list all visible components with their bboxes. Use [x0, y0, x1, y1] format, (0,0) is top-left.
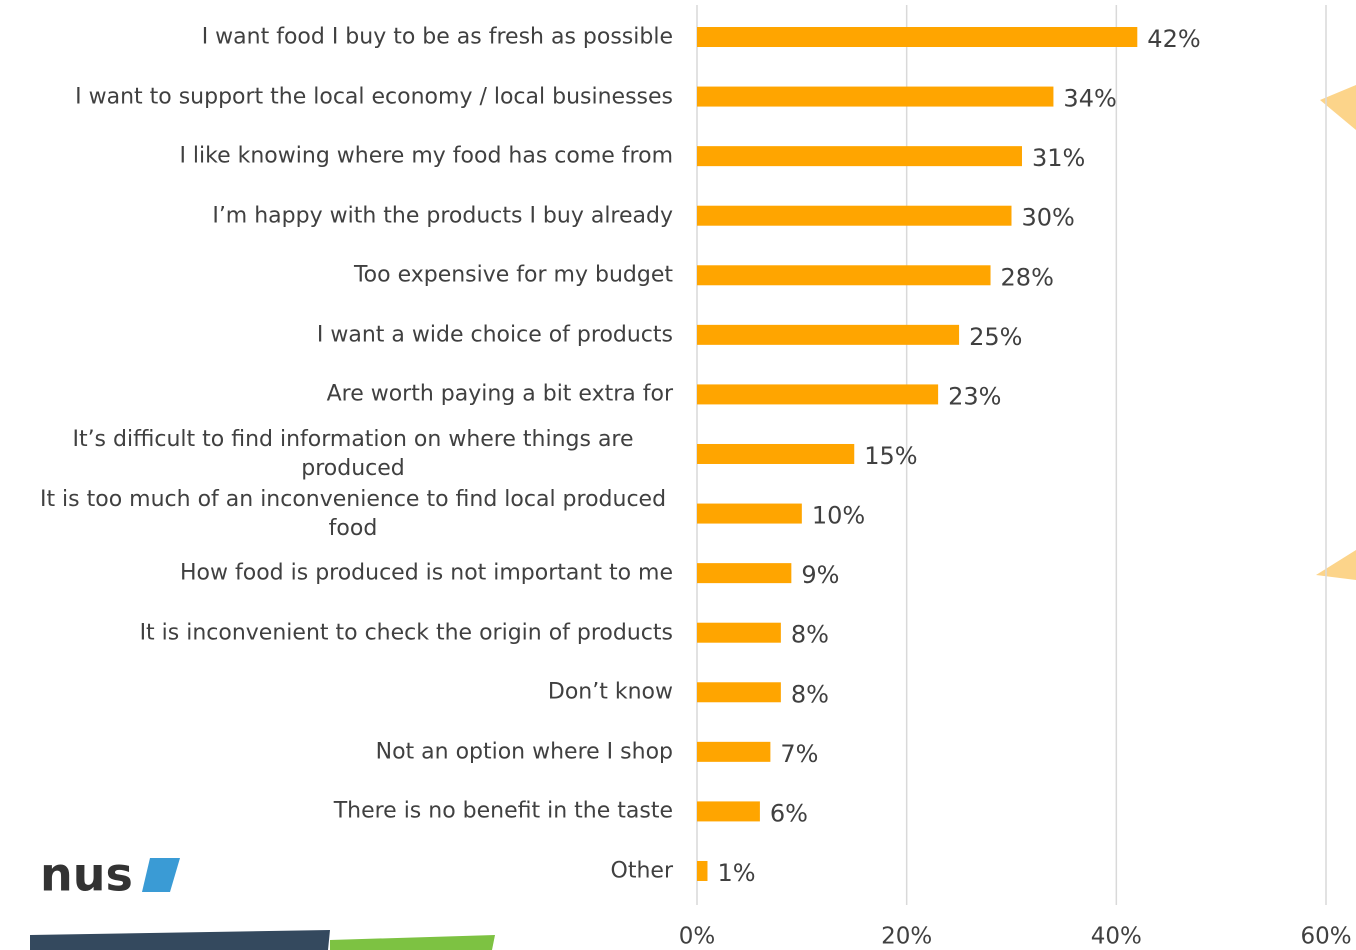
y-tick-label: Are worth paying a bit extra for [326, 381, 673, 407]
category-label-wrap: How food is produced is not important to… [13, 559, 673, 588]
value-label: 8% [791, 621, 829, 649]
y-tick-label: It is inconvenient to check the origin o… [139, 620, 673, 646]
bar [697, 622, 781, 643]
y-tick-label: Other [610, 858, 673, 884]
y-tick-label: Too expensive for my budget [353, 262, 673, 288]
value-label: 9% [801, 561, 839, 589]
value-label: 8% [791, 680, 829, 708]
bar [697, 860, 708, 881]
y-tick-label: I’m happy with the products I buy alread… [212, 203, 673, 229]
category-label-wrap: Not an option where I shop [13, 737, 673, 766]
decoration [1320, 85, 1356, 130]
y-tick-label: It’s difficult to find information on wh… [72, 426, 634, 481]
bar [697, 205, 1012, 226]
category-label-wrap: It is too much of an inconvenience to fi… [13, 485, 673, 543]
category-label-wrap: I’m happy with the products I buy alread… [13, 201, 673, 230]
bar [697, 86, 1054, 107]
bar [697, 503, 802, 524]
y-tick-label: It is too much of an inconvenience to fi… [39, 486, 667, 541]
category-label-wrap: Don’t know [13, 678, 673, 707]
value-label: 42% [1147, 25, 1200, 53]
x-tick-label: 40% [1091, 924, 1142, 950]
category-label-wrap: There is no benefit in the taste [13, 797, 673, 826]
bar [697, 324, 960, 345]
bar [697, 27, 1138, 47]
bar [697, 741, 771, 762]
category-label-wrap: I want a wide choice of products [13, 320, 673, 349]
y-tick-label: Don’t know [547, 679, 673, 705]
category-label-wrap: I want food I buy to be as fresh as poss… [13, 23, 673, 52]
x-tick-label: 0% [679, 924, 716, 950]
value-label: 25% [969, 323, 1022, 351]
value-label: 23% [948, 382, 1001, 410]
value-label: 30% [1022, 204, 1075, 232]
category-label-wrap: Other [13, 856, 673, 885]
value-label: 15% [864, 442, 917, 470]
category-label-wrap: It’s difficult to find information on wh… [13, 425, 673, 483]
category-label-wrap: Too expensive for my budget [13, 261, 673, 290]
category-label-wrap: It is inconvenient to check the origin o… [13, 618, 673, 647]
category-label-wrap: I want to support the local economy / lo… [13, 82, 673, 111]
y-tick-label: I want a wide choice of products [316, 322, 673, 348]
logo-band-green [330, 935, 495, 950]
y-tick-label: I want to support the local economy / lo… [75, 84, 673, 110]
y-tick-label: How food is produced is not important to… [180, 560, 673, 586]
bar [697, 443, 855, 464]
bar [697, 801, 760, 822]
bar [697, 384, 939, 405]
category-label-wrap: Are worth paying a bit extra for [13, 380, 673, 409]
decoration [1316, 550, 1356, 580]
logo-band [30, 930, 330, 950]
value-label: 28% [1001, 263, 1054, 291]
logo: nus [40, 848, 133, 902]
category-label-wrap: I like knowing where my food has come fr… [13, 142, 673, 171]
logo-slash [142, 858, 180, 892]
value-label: 1% [717, 859, 755, 887]
y-tick-label: Not an option where I shop [375, 739, 673, 765]
value-label: 7% [780, 740, 818, 768]
value-label: 31% [1032, 144, 1085, 172]
x-tick-label: 60% [1300, 924, 1351, 950]
y-tick-label: I like knowing where my food has come fr… [179, 143, 673, 169]
bar [697, 146, 1022, 167]
y-tick-label: There is no benefit in the taste [333, 798, 673, 824]
y-tick-label: I want food I buy to be as fresh as poss… [201, 24, 673, 50]
bar [697, 563, 792, 584]
bar [697, 682, 781, 703]
bar [697, 265, 991, 286]
value-label: 34% [1063, 85, 1116, 113]
x-tick-label: 20% [881, 924, 932, 950]
value-label: 6% [770, 799, 808, 827]
value-label: 10% [812, 502, 865, 530]
